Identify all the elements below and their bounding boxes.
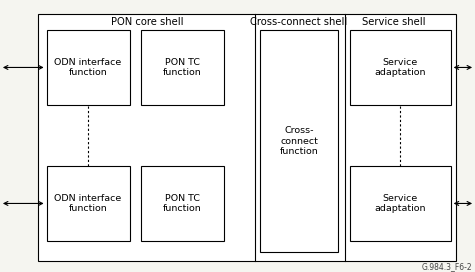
Bar (141, 166, 224, 241)
Text: PON TC
function: PON TC function (163, 194, 202, 213)
Text: PON TC
function: PON TC function (163, 58, 202, 77)
Text: Service shell: Service shell (362, 17, 426, 27)
Bar (38, 14, 456, 261)
Text: Service
adaptation: Service adaptation (375, 58, 426, 77)
Text: PON core shell: PON core shell (111, 17, 183, 27)
Bar (350, 166, 451, 241)
Bar (47, 166, 130, 241)
Text: ODN interface
function: ODN interface function (55, 58, 122, 77)
Bar (47, 30, 130, 105)
Bar (350, 30, 451, 105)
Text: Cross-
connect
function: Cross- connect function (280, 126, 318, 156)
Text: G.984.3_F6-2: G.984.3_F6-2 (422, 262, 473, 271)
Text: Service
adaptation: Service adaptation (375, 194, 426, 213)
Bar (141, 30, 224, 105)
Bar (260, 30, 338, 252)
Text: ODN interface
function: ODN interface function (55, 194, 122, 213)
Text: Cross-connect shell: Cross-connect shell (250, 17, 347, 27)
